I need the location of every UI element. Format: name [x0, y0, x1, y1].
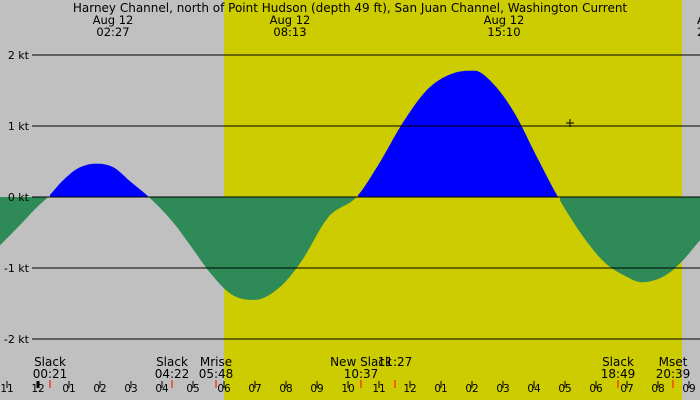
hour-label: 07 [248, 383, 261, 395]
extremum-date: Aug 12 [484, 13, 525, 27]
event-label: 11:27 [378, 355, 413, 369]
ebb-current-area [150, 197, 356, 300]
hour-label: 05 [186, 383, 199, 395]
hour-label: 09 [310, 383, 323, 395]
hour-label: 06 [217, 383, 231, 395]
event-time: 18:49 [601, 367, 636, 381]
ebb-current-area [560, 197, 700, 283]
extremum-date: Aug 12 [697, 13, 700, 27]
hour-label: 03 [496, 383, 509, 395]
hour-label: 12 [403, 383, 416, 395]
extremum-time: 2 [697, 25, 700, 39]
y-tick-label: 2 kt [8, 49, 30, 62]
flood-current-area [50, 163, 148, 197]
hour-label: 02 [93, 383, 106, 395]
y-tick-label: 1 kt [8, 120, 30, 133]
event-label: Mset [659, 355, 688, 369]
extremum-time: 15:10 [487, 25, 520, 39]
y-tick-label: 0 kt [8, 191, 30, 204]
event-label: Mrise [200, 355, 232, 369]
hour-label: 03 [124, 383, 137, 395]
event-label: Slack [156, 355, 188, 369]
hour-label: 11 [0, 383, 13, 395]
y-tick-label: -2 kt [4, 333, 30, 346]
hour-label: 09 [682, 383, 695, 395]
hour-label: 10 [341, 383, 354, 395]
y-tick-label: -1 kt [4, 262, 30, 275]
event-label: Slack [34, 355, 66, 369]
flood-current-area [358, 70, 558, 197]
hour-label: 06 [589, 383, 603, 395]
extremum-date: Aug 12 [93, 13, 134, 27]
hour-label: 04 [527, 383, 541, 395]
hour-label: 11 [372, 383, 385, 395]
extremum-time: 02:27 [96, 25, 129, 39]
hour-label: 07 [620, 383, 633, 395]
event-label: Slack [602, 355, 634, 369]
extremum-date: Aug 12 [270, 13, 311, 27]
event-time: 20:39 [656, 367, 691, 381]
hour-label: 12 [31, 383, 44, 395]
event-time: 10:37 [344, 367, 379, 381]
event-time: 05:48 [199, 367, 234, 381]
hour-label: 01 [62, 383, 75, 395]
hour-label: 04 [155, 383, 169, 395]
event-time: 04:22 [155, 367, 190, 381]
hour-label: 05 [558, 383, 571, 395]
event-time: 00:21 [33, 367, 68, 381]
hour-label: 08 [279, 383, 292, 395]
chart-title: Harney Channel, north of Point Hudson (d… [73, 1, 628, 15]
event-label: New Slack [330, 355, 392, 369]
hour-label: 08 [651, 383, 664, 395]
hour-label: 02 [465, 383, 478, 395]
extremum-time: 08:13 [273, 25, 306, 39]
hour-label: 01 [434, 383, 447, 395]
ebb-current-area [0, 197, 48, 246]
